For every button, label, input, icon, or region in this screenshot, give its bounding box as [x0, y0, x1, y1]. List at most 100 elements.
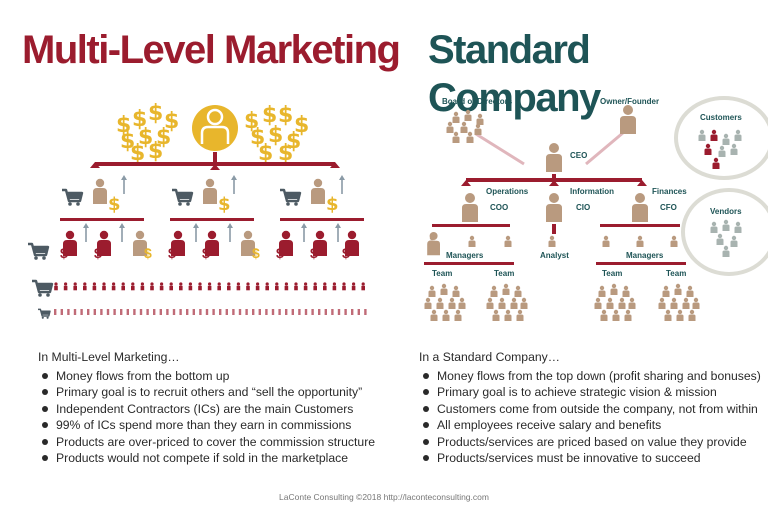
company-diagram: Board of Directors Owner/Founder Custome… [424, 96, 768, 321]
owner-line [585, 130, 625, 166]
tiny-person-icon [219, 309, 222, 315]
company-description: In a Standard Company… Money flows from … [419, 350, 764, 466]
tiny-person-icon [351, 309, 354, 315]
tiny-person-icon [357, 309, 360, 315]
team-member-icon [428, 285, 436, 297]
tiny-person-icon [73, 309, 77, 315]
tiny-person-icon [304, 309, 308, 315]
label-team-3: Team [602, 269, 622, 278]
mlm-diagram: $ $ $ $ $ $ $$$ $ $ $ $ $ $ $$ $ $ $ $ [26, 101, 367, 320]
mini-person-icon [169, 282, 173, 291]
tiny-person-icon [100, 309, 103, 315]
svg-text:$: $ [132, 107, 147, 132]
dept-connectors [432, 224, 680, 234]
board-line [475, 132, 525, 166]
tiny-person-icon [126, 309, 129, 315]
tiny-person-icon [245, 309, 248, 315]
team-member-icon [624, 309, 632, 321]
tiny-person-icon [133, 309, 136, 315]
manager-icon [468, 235, 476, 247]
company-bullet: Customers come from outside the company,… [419, 401, 764, 417]
customer-icon [730, 143, 738, 155]
tiny-person-icon [232, 309, 235, 315]
mlm-intro: In Multi-Level Marketing… [38, 350, 180, 364]
label-information: Information [570, 187, 614, 196]
tiny-person-icon [364, 309, 367, 315]
vendors-oval [681, 188, 768, 276]
mlm-title: Multi-Level Marketing [22, 28, 401, 72]
svg-text:$: $ [262, 103, 277, 128]
tiny-person-icon [271, 309, 275, 315]
team-member-icon [610, 283, 618, 295]
svg-text:$: $ [276, 245, 284, 261]
label-team-1: Team [432, 269, 452, 278]
mlm-bullet: Money flows from the bottom up [38, 368, 383, 384]
board-member-icon [446, 121, 454, 133]
svg-text:$: $ [294, 113, 309, 138]
tiny-person-icon [225, 309, 228, 315]
team-member-icon [504, 309, 512, 321]
label-analyst: Analyst [540, 251, 569, 260]
tiny-person-icon [80, 309, 83, 315]
svg-text:$: $ [250, 125, 265, 150]
tiny-person-icon [192, 309, 195, 315]
company-bullet: Products/services are priced based on va… [419, 434, 764, 450]
label-cfo: CFO [660, 203, 677, 212]
owner-icon [620, 105, 636, 134]
tiny-person-icon [113, 309, 116, 315]
customers-icon [698, 129, 742, 169]
svg-text:$: $ [342, 245, 350, 261]
mini-person-icon [236, 282, 241, 291]
mlm-bullet-list: Money flows from the bottom up Primary g… [38, 368, 383, 466]
tiny-person-icon [93, 309, 96, 315]
dollar-cluster-left-icon: $ $ $ $ $ $ $$$ [116, 101, 179, 166]
tiny-person-icon [60, 309, 63, 315]
customer-icon [712, 157, 720, 169]
board-member-icon [476, 113, 484, 125]
mini-person-icon [83, 282, 87, 291]
team-member-icon [612, 309, 620, 321]
tiny-person-icon [331, 309, 334, 315]
svg-text:$: $ [244, 109, 259, 134]
team-member-icon [516, 309, 524, 321]
team-member-icon [682, 297, 690, 309]
svg-text:$: $ [164, 109, 179, 134]
team-member-icon [598, 285, 606, 297]
mlm-bullet: 99% of ICs spend more than they earn in … [38, 417, 383, 433]
mini-person-icon [111, 282, 116, 291]
customer-icon [722, 133, 730, 145]
svg-text:$: $ [60, 245, 68, 261]
manager-icon [670, 235, 678, 247]
label-ceo: CEO [570, 151, 587, 160]
mlm-connector-top [90, 152, 340, 170]
company-intro: In a Standard Company… [419, 350, 560, 364]
team-member-icon [658, 297, 666, 309]
tiny-person-icon [54, 309, 57, 315]
mlm-level2-group-1: $ [60, 174, 128, 215]
mlm-level4-row [54, 282, 365, 291]
tiny-person-icon [106, 309, 110, 315]
mini-person-icon [63, 282, 68, 291]
mlm-bullet: Products are over-priced to cover the co… [38, 434, 383, 450]
mini-person-icon [227, 282, 231, 291]
mini-person-icon [294, 282, 298, 291]
tiny-person-icon [205, 309, 209, 315]
mini-person-icon [284, 282, 289, 291]
mini-person-icon [207, 282, 212, 291]
mini-person-icon [131, 282, 135, 291]
mlm-level5-row [54, 309, 367, 315]
svg-text:$: $ [148, 139, 163, 164]
mlm-small-carts [30, 279, 54, 320]
team-member-icon [622, 285, 630, 297]
ceo-icon [546, 143, 562, 172]
vendors-icon [710, 219, 742, 257]
cfo-icon [632, 193, 648, 222]
tiny-person-icon [278, 309, 281, 315]
team-member-icon [510, 297, 518, 309]
team-member-icon [594, 297, 602, 309]
dollar-cluster-right-icon: $ $ $ $ $ $ $$ $ [244, 103, 309, 166]
tiny-person-icon [252, 309, 255, 315]
team-member-icon [436, 297, 444, 309]
mlm-level2-group-2: $ [170, 174, 238, 215]
team-member-icon [688, 309, 696, 321]
